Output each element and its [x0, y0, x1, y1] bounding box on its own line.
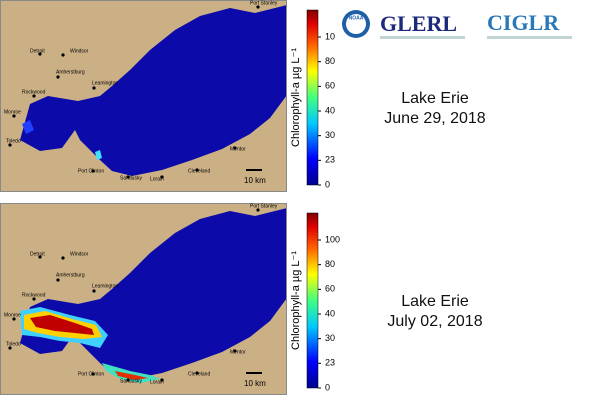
city-dot — [195, 168, 199, 172]
colorbar-tick-label: 30 — [325, 333, 335, 343]
city-label: Sandusky — [120, 378, 142, 384]
logos: NOAA GLERL CIGLR — [342, 10, 572, 39]
colorbar-tick-label: 60 — [325, 284, 335, 294]
bloom-patch — [95, 150, 102, 160]
ciglr-subtitle-bar — [487, 36, 572, 39]
map-border — [0, 0, 287, 192]
colorbar-tick-label: 80 — [325, 56, 335, 66]
bloom-patch — [22, 120, 34, 134]
bloom-red — [30, 315, 94, 335]
colorbar-label: Chlorophyll-a µg L⁻¹ — [290, 48, 302, 147]
map-panel: Port Stanley Detroit Windsor Amherstburg Lea… — [0, 0, 287, 192]
city-label: Windsor — [70, 251, 89, 257]
city-label: Detroit — [30, 48, 45, 54]
city-dot — [126, 378, 130, 382]
city-dot — [56, 278, 60, 282]
caption-date: June 29, 2018 — [384, 110, 486, 127]
colorbar-tick-label: 0 — [325, 179, 330, 189]
city-label: Windsor — [70, 48, 89, 54]
city-label: Monroe — [4, 109, 21, 115]
caption-lake: Lake Erie — [401, 293, 469, 310]
colorbar-tick-label: 100 — [325, 234, 340, 244]
glerl-subtitle-bar — [380, 36, 465, 39]
city-dot — [256, 208, 260, 212]
colorbar-tick-label: 40 — [325, 308, 335, 318]
colorbar-tick-label: 80 — [325, 259, 335, 269]
colorbar-label: Chlorophyll-a µg L⁻¹ — [290, 251, 302, 350]
city-dot — [160, 378, 164, 382]
city-label: Port Clinton — [78, 168, 104, 174]
city-dot — [91, 169, 95, 173]
colorbar-tick-label: 10 — [325, 31, 335, 41]
city-label: Cleveland — [188, 371, 210, 377]
city-label: Sandusky — [120, 175, 142, 181]
city-dot — [126, 175, 130, 179]
city-label: Toledo — [6, 138, 21, 144]
city-dot — [61, 256, 65, 260]
city-dot — [38, 255, 42, 259]
city-label: Lorain — [150, 176, 164, 182]
city-dot — [233, 349, 237, 353]
city-label: Cleveland — [188, 168, 210, 174]
city-label: Mentor — [230, 146, 246, 152]
lake — [20, 5, 287, 176]
scale-label: 10 km — [244, 379, 266, 388]
noaa-logo-inner — [346, 14, 366, 34]
glerl-logo: GLERL — [380, 11, 457, 36]
map-panel: Port Stanley Detroit Windsor Amherstburg Lea… — [0, 203, 287, 395]
city-label: Monroe — [4, 312, 21, 318]
city-label: Mentor — [230, 349, 246, 355]
city-label: Amherstburg — [56, 272, 85, 278]
city-dot — [160, 175, 164, 179]
city-dot — [92, 289, 96, 293]
city-dot — [8, 143, 12, 147]
bloom-shore-red — [115, 371, 148, 380]
colorbar — [306, 9, 319, 186]
city-dot — [12, 114, 16, 118]
city-dot — [61, 53, 65, 57]
caption-date: July 02, 2018 — [387, 313, 482, 330]
city-dot — [92, 86, 96, 90]
colorbar-tick-label: 30 — [325, 130, 335, 140]
city-dot — [38, 52, 42, 56]
city-dot — [32, 297, 36, 301]
colorbar-tick-label: 60 — [325, 81, 335, 91]
city-dot — [233, 146, 237, 150]
noaa-text: NOAA — [349, 15, 364, 21]
city-label: Rockwood — [22, 89, 46, 95]
city-label: Toledo — [6, 341, 21, 347]
city-label: Amherstburg — [56, 69, 85, 75]
city-dot — [12, 317, 16, 321]
scale-label: 10 km — [244, 176, 266, 185]
city-dot — [56, 75, 60, 79]
city-dot — [91, 372, 95, 376]
city-label: Leamington — [92, 283, 118, 289]
caption-lake: Lake Erie — [401, 90, 469, 107]
city-dot — [8, 346, 12, 350]
city-dot — [32, 94, 36, 98]
colorbar — [306, 212, 319, 389]
city-label: Port Stanley — [250, 203, 278, 209]
colorbar-tick-label: 23 — [325, 155, 335, 165]
colorbar-tick-label: 0 — [325, 382, 330, 392]
city-label: Leamington — [92, 80, 118, 86]
city-label: Port Stanley — [250, 0, 278, 6]
city-label: Detroit — [30, 251, 45, 257]
map-border — [0, 203, 287, 395]
colorbar-tick-label: 23 — [325, 358, 335, 368]
city-label: Rockwood — [22, 292, 46, 298]
city-dot — [256, 5, 260, 9]
city-label: Lorain — [150, 379, 164, 385]
colorbar-tick-label: 40 — [325, 105, 335, 115]
city-label: Port Clinton — [78, 371, 104, 377]
ciglr-logo: CIGLR — [487, 10, 560, 35]
city-dot — [195, 371, 199, 375]
